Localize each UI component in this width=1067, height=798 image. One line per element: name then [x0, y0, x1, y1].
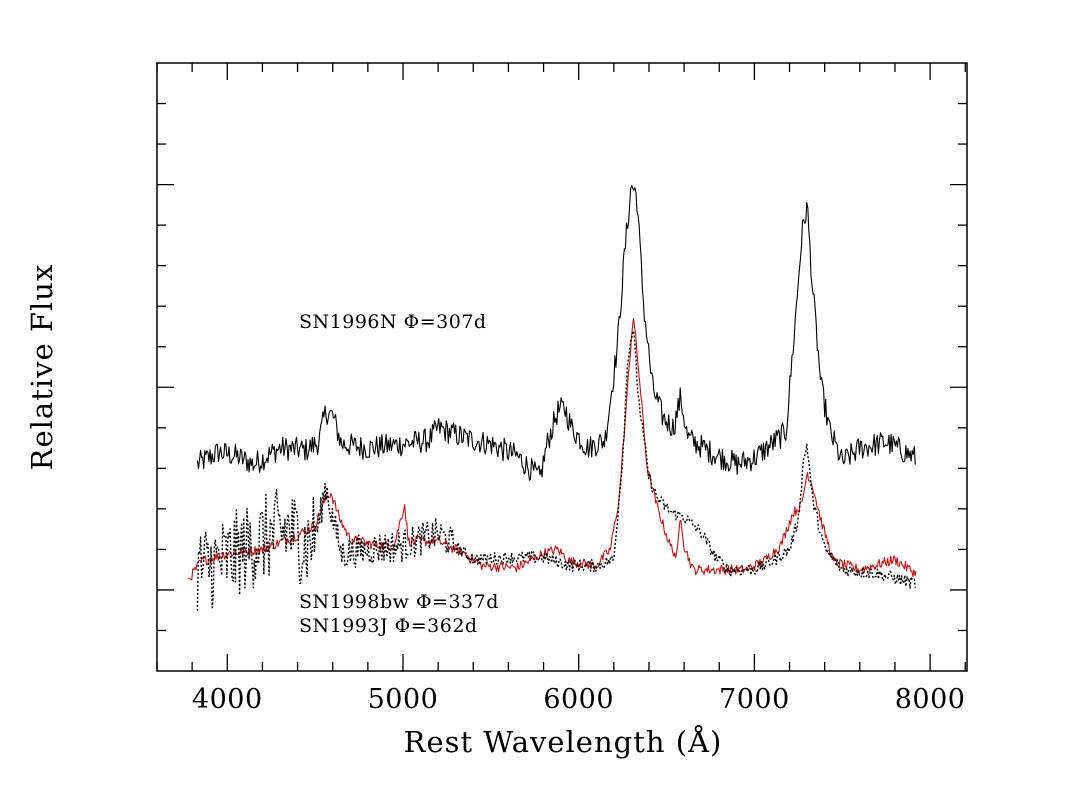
- series-line-sn1993j: [196, 330, 916, 611]
- x-tick-label: 5000: [368, 684, 439, 715]
- x-axis-title: Rest Wavelength (Å): [404, 724, 723, 759]
- label-sn1996n: SN1996N Φ=307d: [299, 311, 487, 333]
- x-tick-label: 7000: [719, 684, 790, 715]
- x-tick-label: 8000: [895, 684, 966, 715]
- label-sn1993j: SN1993J Φ=362d: [299, 615, 478, 637]
- series-line-sn1998bw: [188, 317, 917, 581]
- series-line-sn1996n: [196, 184, 916, 481]
- series-group: [188, 184, 917, 611]
- axis-ticks: [156, 63, 967, 671]
- x-tick-label: 4000: [192, 684, 263, 715]
- y-axis-title: Relative Flux: [25, 264, 59, 471]
- label-sn1998bw: SN1998bw Φ=337d: [299, 591, 499, 613]
- plot-frame: [156, 62, 968, 672]
- x-tick-label: 6000: [543, 684, 614, 715]
- x-tick-labels: 4000 5000 6000 7000 8000: [192, 684, 966, 715]
